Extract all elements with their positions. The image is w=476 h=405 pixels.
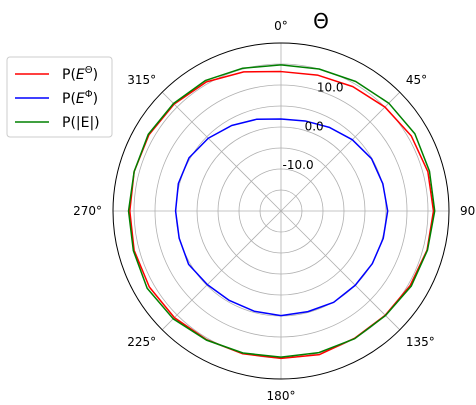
polar-grid [113, 43, 449, 379]
angle-tick-label: 225° [127, 335, 156, 349]
series-line-2 [174, 118, 389, 317]
angle-tick-label: 90° [460, 204, 476, 218]
legend-label-3: P(|E|) [62, 115, 100, 131]
series-line-3 [127, 64, 436, 358]
series-line-1 [129, 70, 435, 360]
polar-frame [112, 42, 450, 380]
radial-tick-label: -10.0 [283, 158, 314, 172]
angle-tick-label: 270° [73, 204, 102, 218]
angle-tick-label: 135° [406, 335, 435, 349]
legend: P(EΘ) P(EΦ) P(|E|) [6, 56, 113, 138]
angular-gridline [161, 210, 282, 331]
legend-label-1: P(EΘ) [62, 65, 98, 83]
radial-tick-label: 10.0 [317, 81, 344, 95]
tick-labels: 0° 45° 90° 135° 180° 225° 270° 315° -10.0 0.0 10.0 [73, 19, 476, 403]
angle-tick-label: 0° [274, 19, 288, 33]
angle-tick-label: 315° [127, 73, 156, 87]
angular-gridline [161, 91, 282, 212]
series-layer [127, 64, 436, 360]
angle-tick-label: 45° [406, 73, 427, 87]
angle-tick-label: 180° [267, 389, 296, 403]
chart-title: Θ [313, 9, 329, 33]
radial-tick-label: 0.0 [305, 119, 324, 133]
legend-box [6, 56, 113, 138]
angular-gridline [280, 91, 401, 212]
legend-label-2: P(EΦ) [62, 89, 98, 107]
angular-gridline [280, 210, 401, 331]
